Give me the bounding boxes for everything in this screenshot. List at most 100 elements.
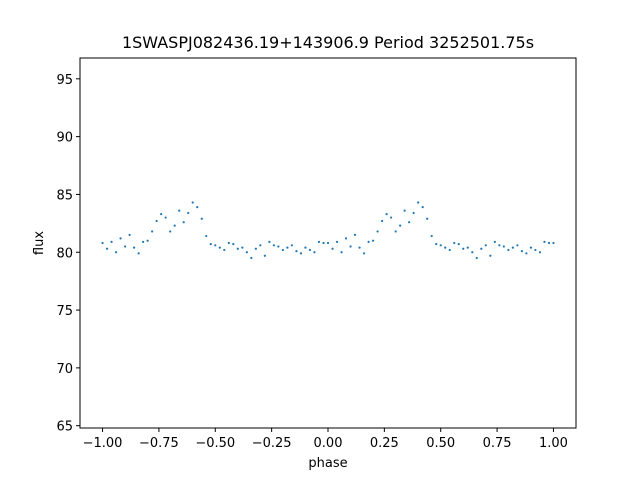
- data-point: [196, 206, 199, 209]
- data-point: [353, 233, 357, 237]
- data-point: [340, 251, 343, 254]
- x-tick-label: −0.75: [139, 436, 179, 451]
- data-point: [435, 243, 438, 246]
- x-tick-label: 0.75: [483, 436, 512, 451]
- data-point: [390, 216, 393, 219]
- data-points: [101, 201, 555, 260]
- data-point: [421, 206, 424, 209]
- data-point: [394, 230, 397, 233]
- data-point: [133, 246, 136, 249]
- data-point: [277, 245, 280, 248]
- data-point: [466, 246, 469, 249]
- data-point: [110, 240, 113, 243]
- data-point: [516, 244, 519, 247]
- data-point: [552, 241, 555, 245]
- data-point: [299, 252, 303, 255]
- y-tick-label: 95: [56, 73, 73, 88]
- x-axis-ticks: −1.00 −0.75 −0.50 −0.25 0.00 0.25 0.50 0.75 1.00: [83, 428, 568, 451]
- data-point: [475, 256, 478, 260]
- data-point: [250, 256, 253, 260]
- data-point: [399, 224, 402, 227]
- data-point: [281, 248, 285, 252]
- data-point: [182, 221, 185, 224]
- data-point: [525, 252, 528, 255]
- data-point: [290, 244, 294, 247]
- data-point: [263, 254, 266, 257]
- data-point: [462, 247, 465, 250]
- data-point: [155, 219, 158, 223]
- data-point: [137, 252, 140, 255]
- data-point: [367, 240, 370, 243]
- x-tick-label: 1.00: [539, 436, 568, 451]
- data-point: [480, 247, 483, 250]
- data-point: [223, 248, 226, 252]
- data-point: [200, 217, 203, 220]
- data-point: [430, 234, 433, 238]
- data-point: [101, 241, 104, 245]
- data-point: [376, 230, 379, 233]
- data-point: [403, 209, 406, 212]
- data-point: [105, 247, 109, 250]
- data-point: [471, 251, 474, 254]
- data-point: [114, 251, 118, 254]
- x-tick-label: 0.50: [426, 436, 455, 451]
- data-point: [191, 201, 194, 204]
- data-point: [322, 241, 325, 245]
- y-tick-label: 75: [56, 304, 73, 319]
- data-point: [520, 249, 523, 253]
- data-point: [547, 241, 551, 245]
- data-point: [439, 244, 442, 247]
- data-point: [358, 246, 361, 249]
- data-point: [408, 221, 411, 224]
- data-point: [286, 246, 289, 249]
- data-point: [308, 248, 312, 252]
- y-axis-ticks: 65 70 75 80 85 90 95: [56, 73, 80, 435]
- y-tick-label: 85: [56, 188, 73, 203]
- data-point: [426, 217, 429, 220]
- data-point: [142, 240, 145, 243]
- data-point: [502, 245, 505, 248]
- data-point: [381, 219, 384, 223]
- data-point: [227, 241, 230, 245]
- x-tick-label: 0.00: [314, 436, 343, 451]
- data-point: [313, 251, 316, 254]
- data-point: [507, 248, 510, 252]
- data-point: [529, 246, 533, 249]
- data-point: [254, 247, 257, 250]
- data-point: [317, 240, 321, 243]
- data-point: [448, 248, 451, 252]
- data-point: [498, 244, 501, 247]
- data-point: [164, 216, 167, 219]
- data-point: [538, 251, 542, 254]
- data-point: [511, 246, 514, 249]
- chart-title: 1SWASPJ082436.19+143906.9 Period 3252501…: [122, 33, 534, 52]
- data-point: [272, 244, 275, 247]
- data-point: [123, 245, 127, 248]
- data-point: [543, 240, 546, 243]
- data-point: [128, 233, 131, 237]
- data-point: [151, 230, 154, 233]
- data-point: [259, 244, 262, 247]
- data-point: [119, 237, 122, 240]
- data-point: [268, 240, 271, 243]
- y-tick-label: 70: [56, 362, 73, 377]
- data-point: [173, 224, 176, 227]
- data-point: [412, 211, 415, 215]
- x-tick-label: −0.25: [252, 436, 292, 451]
- data-point: [371, 239, 375, 242]
- data-point: [205, 234, 208, 238]
- data-point: [214, 244, 217, 247]
- y-tick-label: 80: [56, 246, 73, 261]
- x-tick-label: 0.25: [370, 436, 399, 451]
- data-point: [169, 230, 172, 233]
- data-point: [457, 243, 460, 246]
- data-point: [160, 212, 163, 216]
- data-point: [209, 243, 212, 246]
- data-point: [245, 251, 248, 254]
- data-point: [349, 245, 352, 248]
- data-point: [232, 243, 235, 246]
- data-point: [493, 240, 496, 243]
- x-tick-label: −0.50: [195, 436, 235, 451]
